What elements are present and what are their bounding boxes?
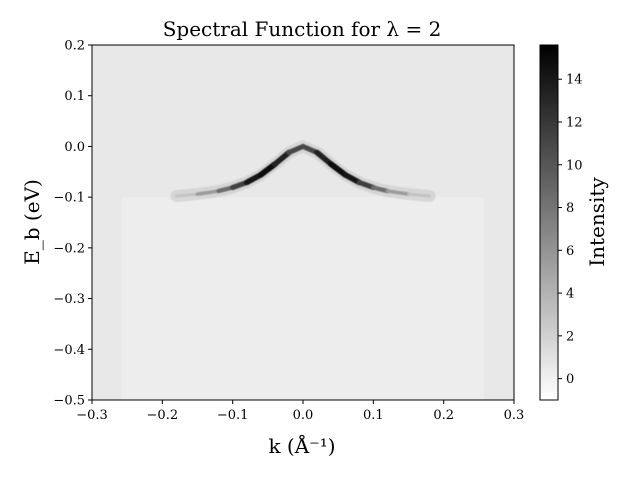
y-axis-title: E_b (eV) [20,179,44,265]
y-tick-label: −0.4 [53,343,85,358]
x-axis-title: k (Å⁻¹) [268,433,335,458]
colorbar-tick-label: 12 [566,115,583,130]
y-tick-label: −0.3 [53,292,85,307]
x-tick-label: 0.3 [504,408,525,423]
band-segment [371,185,390,194]
plot-area: −0.3 −0.2 −0.1 0.0 0.1 0.2 0.3 0.20.10.0−0.1−0… [53,39,524,424]
x-tick-label: −0.1 [217,408,249,423]
x-tick-label: 0.1 [363,408,384,423]
band-segment [407,192,432,198]
colorbar-tick-label: 2 [566,329,574,344]
x-tick-label: 0.0 [293,408,314,423]
colorbar-tick-label: 14 [566,73,583,88]
x-tick-label: −0.2 [147,408,179,423]
colorbar-gradient [539,44,559,401]
y-tick-label: 0.0 [64,140,85,155]
band-segment [286,143,306,156]
x-tick-label: −0.3 [76,408,108,423]
band-segment [356,179,376,191]
y-tick-label: −0.2 [53,241,85,256]
y-tick-label: −0.5 [53,394,85,409]
band-segment [342,171,363,186]
colorbar-tick-label: 8 [566,201,574,216]
x-axis-ticks: −0.3 −0.2 −0.1 0.0 0.1 0.2 0.3 [76,400,524,423]
colorbar-tick-label: 6 [566,244,574,259]
y-tick-label: −0.1 [53,191,85,206]
colorbar-tick-label: 0 [566,372,574,387]
chart-title: Spectral Function for λ = 2 [163,17,442,41]
colorbar: 0 2 4 6 8 10 12 14 [539,44,583,401]
colorbar-tick-label: 10 [566,158,583,173]
colorbar-title: Intensity [585,177,609,267]
x-tick-label: 0.2 [433,408,454,423]
band-segment [174,192,199,198]
y-axis-ticks: 0.2 0.1 0.0 −0.1 −0.2 −0.3 −0.4 −0.5 [53,39,92,409]
colorbar-tick-label: 4 [566,287,574,302]
y-tick-label: 0.1 [64,89,85,104]
y-tick-label: 0.2 [64,39,85,54]
band-segment [271,149,292,168]
band-segment [257,161,278,178]
quasiparticle-band [170,139,436,203]
band-segment [385,189,411,196]
colorbar-ticks: 0 2 4 6 8 10 12 14 [558,73,583,387]
band-segment [195,189,221,196]
heatmap-lower-region [122,197,484,400]
